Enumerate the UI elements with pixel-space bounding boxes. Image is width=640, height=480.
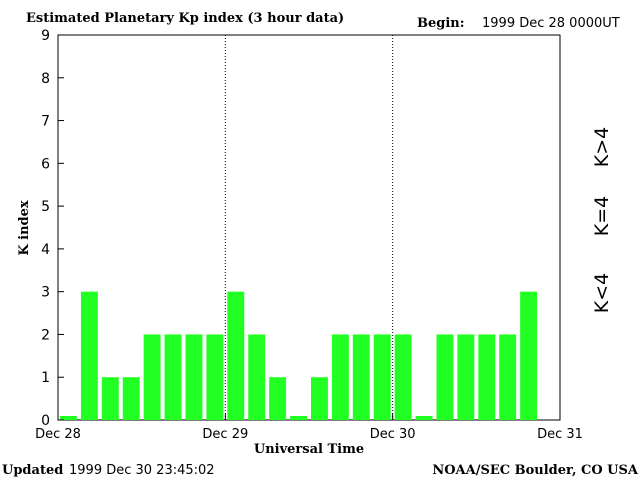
x-axis-ticks: Dec 28 Dec 29 Dec 30 Dec 31 <box>35 414 583 442</box>
x-tick-label: Dec 30 <box>370 427 416 442</box>
kp-bar <box>478 334 496 420</box>
kp-bar <box>80 291 98 420</box>
begin-label: Begin: <box>417 16 465 31</box>
kp-bar <box>499 334 517 420</box>
day-grid <box>224 35 394 420</box>
kp-bar <box>122 377 140 420</box>
kp-bar <box>227 291 245 420</box>
y-tick-label: 5 <box>41 199 50 215</box>
kp-bar <box>101 377 119 420</box>
legend-k-above-4: K>4 <box>591 127 613 167</box>
plot-frame <box>57 34 561 421</box>
begin-value: 1999 Dec 28 0000UT <box>482 16 620 31</box>
y-tick-label: 4 <box>41 242 50 258</box>
x-tick-label: Dec 31 <box>537 427 583 442</box>
y-axis-title: K index <box>17 200 32 256</box>
y-tick-label: 8 <box>41 71 50 87</box>
kp-bar <box>415 416 433 420</box>
kp-bar <box>206 334 224 420</box>
x-axis-title: Universal Time <box>254 442 364 457</box>
y-tick-label: 7 <box>41 114 50 130</box>
y-tick-label: 1 <box>41 370 50 386</box>
source-credit: NOAA/SEC Boulder, CO USA <box>432 463 639 478</box>
legend-k-equals-4: K=4 <box>591 196 613 236</box>
kp-bar <box>290 416 307 420</box>
kp-bar <box>331 334 349 420</box>
kp-bar <box>248 334 266 420</box>
y-tick-label: 3 <box>41 285 50 301</box>
kp-bar <box>394 334 412 420</box>
y-axis-ticks: 0 1 2 3 4 5 6 7 8 9 <box>41 28 64 429</box>
bars <box>60 291 538 420</box>
kp-bar <box>311 377 328 420</box>
kp-bar <box>520 291 538 420</box>
kp-bar <box>457 334 475 420</box>
kp-bar <box>269 377 287 420</box>
kp-bar <box>373 334 391 420</box>
y-tick-label: 0 <box>41 413 50 429</box>
y-tick-label: 2 <box>41 327 50 343</box>
legend-k-below-4: K<4 <box>591 273 613 313</box>
kp-bar <box>436 334 454 420</box>
kp-bar <box>352 334 370 420</box>
updated-label: Updated <box>2 463 63 478</box>
y-tick-label: 9 <box>41 28 50 44</box>
x-tick-label: Dec 29 <box>202 427 248 442</box>
chart-title: Estimated Planetary Kp index (3 hour dat… <box>26 11 344 26</box>
updated-value: 1999 Dec 30 23:45:02 <box>69 463 215 478</box>
kp-bar <box>185 334 203 420</box>
kp-bar <box>164 334 182 420</box>
x-tick-label: Dec 28 <box>35 427 81 442</box>
kp-bar <box>143 334 161 420</box>
y-tick-label: 6 <box>41 156 50 172</box>
kp-bar <box>60 416 77 420</box>
